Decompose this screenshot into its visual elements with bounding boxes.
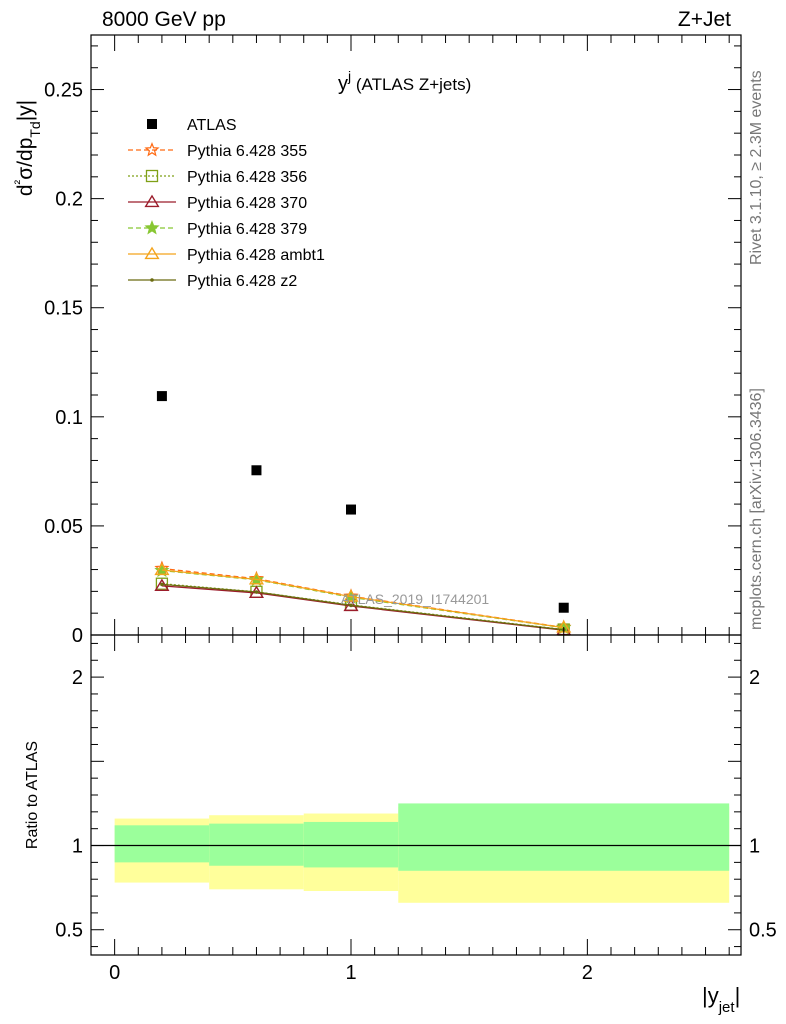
mcplots-label: mcplots.cern.ch [arXiv:1306.3436] xyxy=(748,388,765,630)
ratio-x-tick-label: 2 xyxy=(582,962,593,984)
main-y-tick-label: 0.2 xyxy=(55,189,83,211)
ratio-y-tick-label-right: 1 xyxy=(749,836,760,858)
main-plot-title-part: (ATLAS Z+jets) xyxy=(351,75,471,94)
main-y-tick-label: 0 xyxy=(72,625,83,647)
legend-marker-pythia-6-428-z2 xyxy=(150,278,154,282)
ratio-y-tick-label: 0.5 xyxy=(55,920,83,942)
point-atlas-1 xyxy=(251,465,262,476)
collision-energy-label: 8000 GeV pp xyxy=(102,8,226,31)
legend-marker-pythia-6-428-356 xyxy=(145,169,159,183)
point-pythia-6-428-356-0 xyxy=(155,577,169,590)
main-y-axis-label-part: d xyxy=(14,184,37,196)
x-axis-label-part: jet xyxy=(718,999,736,1016)
main-y-tick-label: 0.1 xyxy=(55,407,83,429)
legend-label-pythia-6-428-356: Pythia 6.428 356 xyxy=(187,169,307,186)
ratio-uncertainty-bands xyxy=(91,803,741,903)
legend-label-pythia-6-428-370: Pythia 6.428 370 xyxy=(187,195,307,212)
axes-group: 0 0.05 0.1 0.15 0.2 0.25 0 1 2 0.5 0.5 1 1 2 2 d²σ/dpTd… xyxy=(11,34,777,1016)
ratio-y-tick-label-right: 2 xyxy=(749,667,760,689)
main-plot-title-part: j xyxy=(347,68,351,84)
x-axis-label: |yjet| xyxy=(702,983,740,1016)
ratio-x-tick-label: 0 xyxy=(109,962,120,984)
process-label: Z+Jet xyxy=(677,8,731,31)
ratio-y-axis-label: Ratio to ATLAS xyxy=(24,741,41,849)
legend-label-pythia-6-428-355: Pythia 6.428 355 xyxy=(187,143,307,160)
stat-uncertainty-band-1 xyxy=(209,823,304,866)
main-y-tick-label: 0.05 xyxy=(44,516,83,538)
legend-label-pythia-6-428-ambt1: Pythia 6.428 ambt1 xyxy=(187,247,325,264)
point-pythia-6-428-z2-0 xyxy=(160,582,164,587)
stat-uncertainty-band-0 xyxy=(114,825,210,863)
legend-marker-pythia-6-428-379 xyxy=(144,220,160,235)
ratio-y-tick-label: 1 xyxy=(72,836,83,858)
main-y-axis-label-part: |y| xyxy=(14,100,37,121)
main-plot-title-part: y xyxy=(338,73,348,95)
main-plot-title: yj (ATLAS Z+jets) xyxy=(338,68,471,95)
legend: ATLAS Pythia 6.428 355 Pythia 6.428 356 Pyt… xyxy=(128,117,325,290)
main-y-axis-label-part: Td xyxy=(27,121,43,137)
series-line-pythia-6-428-z2 xyxy=(161,583,564,631)
main-y-axis-label-part: σ/dp xyxy=(14,138,37,180)
point-pythia-6-428-z2-1 xyxy=(254,590,259,594)
x-axis-label-part: |y xyxy=(702,983,719,1008)
legend-label-atlas: ATLAS xyxy=(187,117,237,134)
ratio-x-tick-label: 1 xyxy=(345,962,356,984)
ratio-y-tick-label-right: 0.5 xyxy=(749,920,777,942)
point-pythia-6-428-ambt1-0 xyxy=(154,562,170,576)
legend-marker-pythia-6-428-ambt1 xyxy=(144,246,160,260)
point-atlas-2 xyxy=(346,504,356,515)
point-pythia-6-428-z2-2 xyxy=(349,603,353,608)
legend-label-pythia-6-428-379: Pythia 6.428 379 xyxy=(187,221,307,238)
point-atlas-0 xyxy=(156,391,167,402)
legend-label-pythia-6-428-z2: Pythia 6.428 z2 xyxy=(187,273,297,290)
main-y-axis-label: d²σ/dpTd|y| xyxy=(11,100,43,196)
point-pythia-6-428-ambt1-1 xyxy=(248,571,265,585)
main-y-tick-label: 0.25 xyxy=(44,80,83,102)
series-line-pythia-6-428-ambt1 xyxy=(161,569,564,629)
legend-marker-atlas xyxy=(147,119,157,129)
rivet-version-label: Rivet 3.1.10, ≥ 2.3M events xyxy=(748,70,765,265)
point-pythia-6-428-ambt1-2 xyxy=(343,589,359,602)
ratio-plot-frame xyxy=(90,634,742,956)
legend-marker-pythia-6-428-370 xyxy=(144,194,160,208)
legend-marker-pythia-6-428-355 xyxy=(144,142,160,157)
main-y-tick-label: 0.15 xyxy=(44,298,83,320)
x-axis-label-part: | xyxy=(735,983,741,1008)
analysis-watermark: ATLAS_2019_I1744201 xyxy=(341,591,490,607)
stat-uncertainty-band-2 xyxy=(303,821,399,868)
stat-uncertainty-band-3 xyxy=(398,803,730,871)
point-atlas-3 xyxy=(558,602,569,613)
ratio-y-tick-label: 2 xyxy=(72,667,83,689)
main-y-axis-label-part: ² xyxy=(11,179,27,184)
